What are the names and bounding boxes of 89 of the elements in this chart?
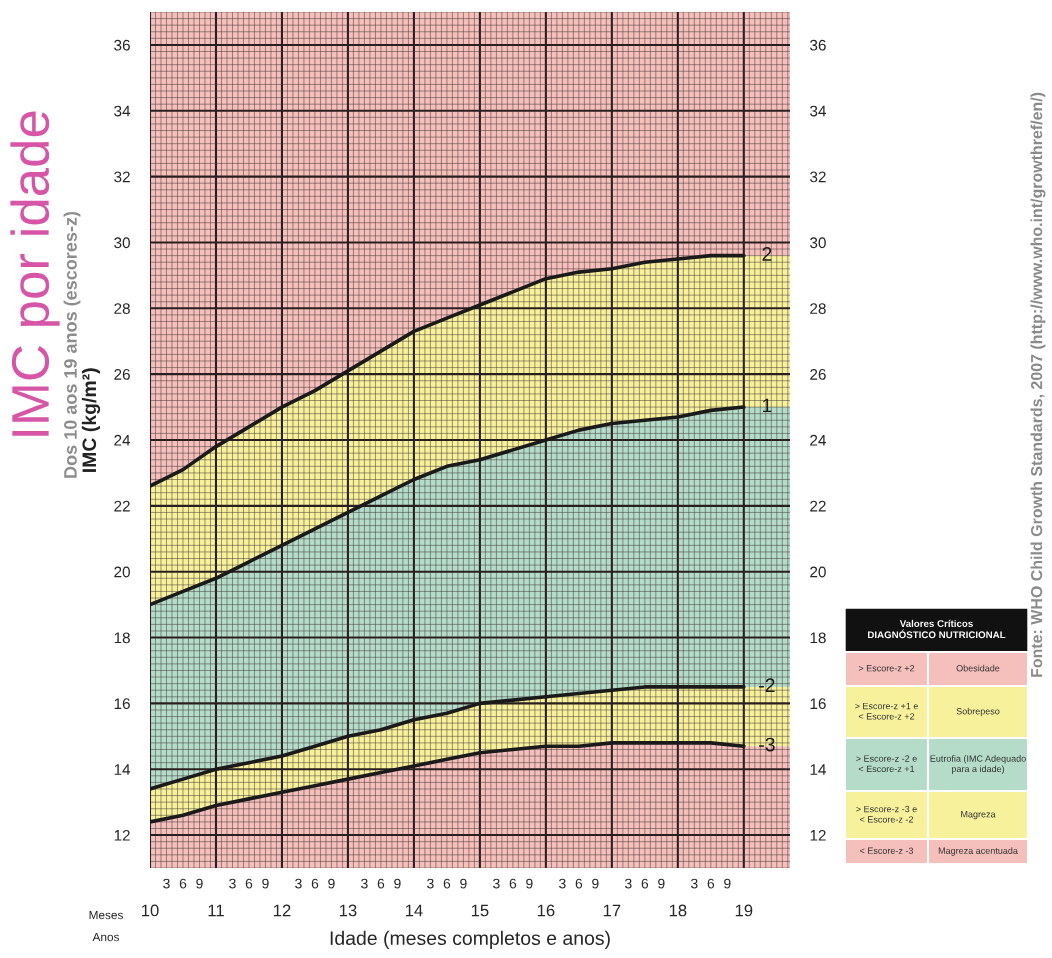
text: 3 bbox=[493, 878, 500, 889]
text: 3 bbox=[427, 878, 434, 889]
text: 6 bbox=[641, 878, 649, 889]
y2-tick-label: 36 bbox=[810, 39, 826, 51]
y-tick-label: 32 bbox=[114, 171, 130, 183]
x-tick-label: 19 bbox=[735, 904, 753, 917]
source-note: Fonte: WHO Child Growth Standards, 2007 (http://www.who.int/growthref/en/) bbox=[1030, 92, 1046, 677]
series-label: 1 bbox=[762, 398, 772, 413]
x-tick-label: 17 bbox=[603, 904, 621, 917]
line-series bbox=[150, 253, 746, 488]
x-axis-title: Idade (meses completos e anos) bbox=[330, 930, 610, 949]
y2-tick-label: 12 bbox=[810, 829, 826, 841]
x-tick-label: 11 bbox=[208, 904, 224, 917]
text: Anos bbox=[92, 932, 120, 942]
y-tick-label: 12 bbox=[114, 829, 130, 841]
y2-tick-label: 22 bbox=[810, 500, 826, 512]
y-tick-label: 22 bbox=[114, 500, 130, 512]
text: 3 bbox=[361, 878, 368, 889]
y-tick-label: 18 bbox=[114, 632, 130, 644]
text: 6 bbox=[575, 878, 583, 889]
text: > Escore-z +1 e < Escore-z +2 bbox=[855, 702, 918, 720]
series-label: -2 bbox=[759, 678, 775, 692]
text: 9 bbox=[394, 878, 401, 889]
y2-tick-label: 16 bbox=[810, 698, 826, 710]
y2-tick-label: 28 bbox=[810, 303, 826, 314]
y2-tick-label: 20 bbox=[810, 566, 826, 578]
y2-tick-label: 26 bbox=[810, 369, 826, 380]
text: 9 bbox=[724, 878, 731, 889]
y2-tick-label: 32 bbox=[810, 171, 826, 183]
y-tick-label: 16 bbox=[114, 698, 130, 710]
y-tick-label: 24 bbox=[114, 434, 131, 446]
x-tick-label: 16 bbox=[537, 904, 555, 917]
text: < Escore-z -3 bbox=[859, 847, 914, 854]
series-label: -3 bbox=[759, 737, 775, 752]
x-tick-label: 14 bbox=[405, 904, 423, 917]
text: 3 bbox=[295, 878, 302, 889]
text: IMC por idade bbox=[10, 111, 60, 436]
text: Meses bbox=[89, 910, 123, 920]
text: 6 bbox=[311, 878, 319, 889]
y-tick-label: 20 bbox=[114, 566, 130, 578]
text: Valores Críticos DIAGNÓSTICO NUTRICIONAL bbox=[868, 619, 1006, 639]
text: 3 bbox=[163, 878, 170, 889]
text: 6 bbox=[179, 878, 187, 889]
line-series bbox=[150, 685, 746, 791]
x-tick-label: 18 bbox=[669, 904, 687, 917]
text: > Escore-z +2 bbox=[858, 665, 915, 672]
text: Magreza bbox=[961, 811, 996, 820]
text: 6 bbox=[377, 878, 385, 889]
text: 3 bbox=[559, 878, 566, 889]
y-tick-label: 26 bbox=[114, 369, 130, 380]
text: Sobrepeso bbox=[956, 707, 1000, 717]
y-tick-label: 30 bbox=[114, 237, 130, 249]
text: 9 bbox=[526, 878, 533, 889]
y2-tick-label: 30 bbox=[810, 237, 826, 249]
x-tick-label: 10 bbox=[142, 904, 159, 917]
text: 9 bbox=[196, 878, 203, 889]
text: 9 bbox=[328, 878, 335, 889]
text: 9 bbox=[460, 878, 467, 889]
text: 3 bbox=[625, 878, 632, 889]
y2-tick-label: 18 bbox=[810, 632, 826, 644]
x-tick-label: 13 bbox=[339, 904, 357, 917]
text: 9 bbox=[658, 878, 665, 889]
line-series bbox=[150, 741, 746, 824]
text: 6 bbox=[509, 878, 517, 889]
text: 9 bbox=[592, 878, 599, 889]
series-label: 2 bbox=[762, 247, 772, 261]
text: 9 bbox=[262, 878, 269, 889]
text: 6 bbox=[245, 878, 253, 889]
x-tick-label: 15 bbox=[471, 904, 489, 917]
text: 6 bbox=[707, 878, 715, 889]
text: Obesidade bbox=[956, 664, 1000, 672]
y-axis-title: IMC (kg/m²) bbox=[81, 368, 101, 472]
text: 3 bbox=[229, 878, 236, 889]
line-series bbox=[150, 405, 746, 607]
y2-tick-label: 24 bbox=[810, 434, 826, 446]
text: > Escore-z -2 e < Escore-z +1 bbox=[856, 755, 917, 773]
y-tick-label: 36 bbox=[114, 39, 130, 51]
y-tick-label: 28 bbox=[114, 303, 130, 314]
text: Dos 10 aos 19 anos (escores-z) bbox=[63, 211, 81, 478]
text: Magreza acentuada bbox=[938, 847, 1018, 856]
text: 6 bbox=[443, 878, 451, 889]
text: 3 bbox=[691, 878, 698, 889]
text: Eutrofia (IMC Adequado para a idade) bbox=[930, 755, 1026, 774]
y-tick-label: 14 bbox=[114, 764, 131, 775]
x-tick-label: 12 bbox=[273, 904, 291, 917]
y2-tick-label: 34 bbox=[810, 105, 826, 117]
text: > Escore-z -3 e < Escore-z -2 bbox=[856, 805, 917, 823]
y-tick-label: 34 bbox=[114, 105, 131, 117]
y2-tick-label: 14 bbox=[810, 764, 826, 775]
